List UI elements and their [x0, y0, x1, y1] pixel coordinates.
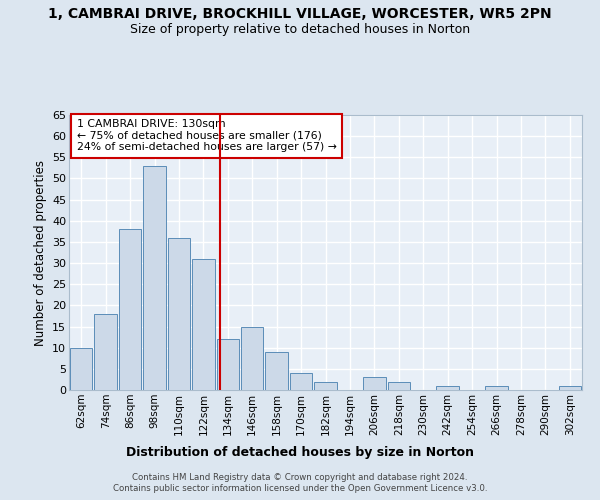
- Bar: [314, 382, 337, 390]
- Bar: [363, 378, 386, 390]
- Text: Contains public sector information licensed under the Open Government Licence v3: Contains public sector information licen…: [113, 484, 487, 493]
- Bar: [167, 238, 190, 390]
- Bar: [143, 166, 166, 390]
- Bar: [119, 229, 142, 390]
- Text: Distribution of detached houses by size in Norton: Distribution of detached houses by size …: [126, 446, 474, 459]
- Bar: [436, 386, 459, 390]
- Y-axis label: Number of detached properties: Number of detached properties: [34, 160, 47, 346]
- Text: Contains HM Land Registry data © Crown copyright and database right 2024.: Contains HM Land Registry data © Crown c…: [132, 472, 468, 482]
- Text: 1 CAMBRAI DRIVE: 130sqm
← 75% of detached houses are smaller (176)
24% of semi-d: 1 CAMBRAI DRIVE: 130sqm ← 75% of detache…: [77, 119, 337, 152]
- Bar: [192, 259, 215, 390]
- Bar: [265, 352, 288, 390]
- Bar: [485, 386, 508, 390]
- Text: Size of property relative to detached houses in Norton: Size of property relative to detached ho…: [130, 22, 470, 36]
- Bar: [94, 314, 117, 390]
- Bar: [70, 348, 92, 390]
- Bar: [290, 373, 313, 390]
- Bar: [388, 382, 410, 390]
- Bar: [217, 339, 239, 390]
- Text: 1, CAMBRAI DRIVE, BROCKHILL VILLAGE, WORCESTER, WR5 2PN: 1, CAMBRAI DRIVE, BROCKHILL VILLAGE, WOR…: [48, 8, 552, 22]
- Bar: [241, 326, 263, 390]
- Bar: [559, 386, 581, 390]
